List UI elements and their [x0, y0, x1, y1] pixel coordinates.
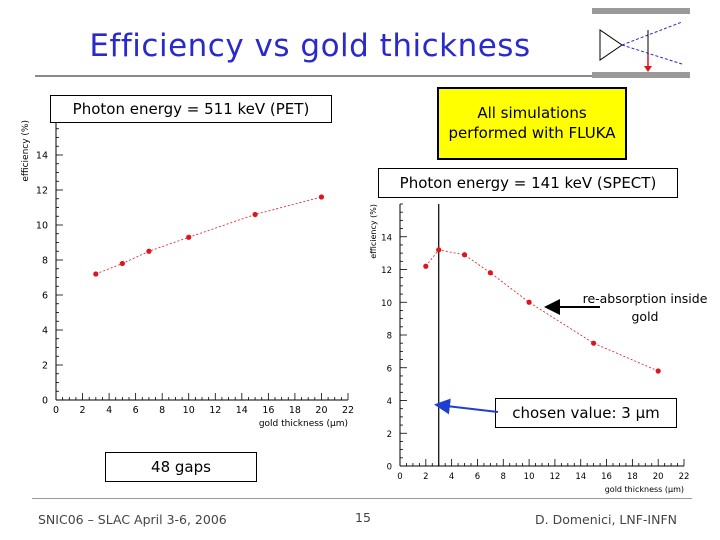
- chosen-value-label: chosen value: 3 μm: [495, 398, 677, 428]
- spect-x-axis-title: gold thickness (μm): [605, 485, 684, 494]
- spect-y-tick-label: 2: [387, 430, 392, 440]
- footer-conference: SNIC06 – SLAC April 3-6, 2006: [38, 512, 227, 527]
- spect-x-tick-label: 16: [601, 472, 612, 482]
- pet-data-point: [119, 260, 125, 267]
- pet-x-tick-label: 2: [80, 405, 86, 416]
- spect-efficiency-chart: 0 2 4 6 8 10 12 14 0 2 4 6 8 10 12 14 16 18 20 22 gold thick…: [369, 203, 690, 494]
- pet-data-point: [93, 271, 99, 277]
- pet-data-point: [252, 211, 258, 218]
- spect-x-tick-label: 20: [653, 472, 664, 482]
- pet-y-tick-label: 4: [42, 326, 48, 337]
- pet-x-tick-label: 20: [315, 405, 327, 416]
- spect-x-tick-label: 22: [679, 472, 690, 482]
- pet-y-tick-label: 10: [36, 221, 48, 232]
- spect-x-tick-label: 2: [423, 472, 428, 482]
- spect-x-tick-label: 18: [627, 472, 638, 482]
- spect-y-tick-label: 10: [381, 299, 392, 309]
- spect-y-tick-label: 8: [387, 332, 392, 342]
- spect-x-tick-label: 14: [575, 472, 586, 482]
- spect-data-point: [591, 340, 597, 346]
- spect-y-axis-title: efficiency (%): [369, 204, 378, 259]
- pet-x-tick-label: 16: [262, 405, 274, 416]
- schematic-ray-1: [621, 21, 683, 46]
- pet-x-tick-label: 0: [53, 405, 59, 416]
- spect-data-point: [461, 252, 468, 258]
- title-divider: [35, 75, 625, 77]
- fluka-note-text: All simulations performed with FLUKA: [448, 104, 616, 142]
- pet-x-tick-label: 18: [289, 405, 301, 416]
- slide-title: Efficiency vs gold thickness: [89, 28, 531, 64]
- spect-x-tick-label: 6: [475, 472, 480, 482]
- pet-x-tick-label: 8: [159, 405, 165, 416]
- spect-x-tick-label: 0: [397, 472, 402, 482]
- gaps-label: 48 gaps: [105, 452, 257, 482]
- pet-data-point: [318, 194, 325, 200]
- pet-series-line: [95, 196, 322, 275]
- spect-data-point: [655, 368, 661, 374]
- fluka-note: All simulations performed with FLUKA: [437, 87, 627, 160]
- spect-x-tick-label: 4: [449, 472, 454, 482]
- spect-x-tick-label: 10: [524, 472, 535, 482]
- pet-y-tick-label: 0: [42, 396, 48, 407]
- pet-data-point: [186, 234, 192, 240]
- pet-y-axis-title: efficiency (%): [21, 120, 31, 182]
- pet-data-point: [146, 248, 152, 254]
- spect-x-tick-label: 8: [501, 472, 506, 482]
- pet-y-tick-label: 2: [42, 361, 48, 372]
- pet-x-tick-label: 6: [133, 405, 139, 416]
- spect-data-point: [526, 299, 532, 305]
- schematic-bottom-plate: [592, 72, 690, 78]
- footer-author: D. Domenici, LNF-INFN: [535, 512, 677, 527]
- spect-y-tick-label: 14: [381, 233, 392, 243]
- spect-data-point: [436, 247, 442, 253]
- pet-x-tick-label: 10: [183, 405, 195, 416]
- detector-schematic-image: [592, 8, 690, 78]
- spect-data-point: [487, 270, 493, 276]
- spect-energy-label: Photon energy = 141 keV (SPECT): [378, 168, 678, 198]
- pet-x-tick-label: 14: [236, 405, 248, 416]
- pet-y-tick-label: 8: [42, 256, 48, 267]
- schematic-cone: [599, 29, 623, 61]
- spect-x-tick-label: 12: [549, 472, 560, 482]
- pet-y-tick-label: 6: [42, 291, 48, 302]
- reabsorption-note: re-absorption inside gold: [582, 291, 708, 324]
- pet-x-tick-label: 4: [106, 405, 112, 416]
- pet-efficiency-chart: 0 2 4 6 8 10 12 14 0 2 4 6 8 10 12 14 16 18 20 22 gold thick…: [21, 119, 354, 429]
- pet-energy-label: Photon energy = 511 keV (PET): [50, 95, 332, 123]
- pet-y-tick-label: 14: [36, 151, 48, 162]
- spect-y-tick-label: 4: [387, 397, 392, 407]
- schematic-ray-2: [621, 44, 683, 65]
- spect-y-tick-label: 6: [387, 364, 392, 374]
- spect-y-tick-label: 0: [387, 463, 392, 473]
- pet-x-tick-label: 12: [209, 405, 221, 416]
- spect-data-point: [423, 263, 429, 269]
- spect-y-tick-label: 12: [381, 266, 392, 276]
- pet-x-tick-label: 22: [342, 405, 354, 416]
- footer-divider: [32, 498, 692, 499]
- footer-page-number: 15: [355, 510, 371, 525]
- pet-y-tick-label: 12: [36, 186, 48, 197]
- pet-x-axis-title: gold thickness (μm): [259, 419, 348, 429]
- schematic-top-plate: [592, 8, 690, 14]
